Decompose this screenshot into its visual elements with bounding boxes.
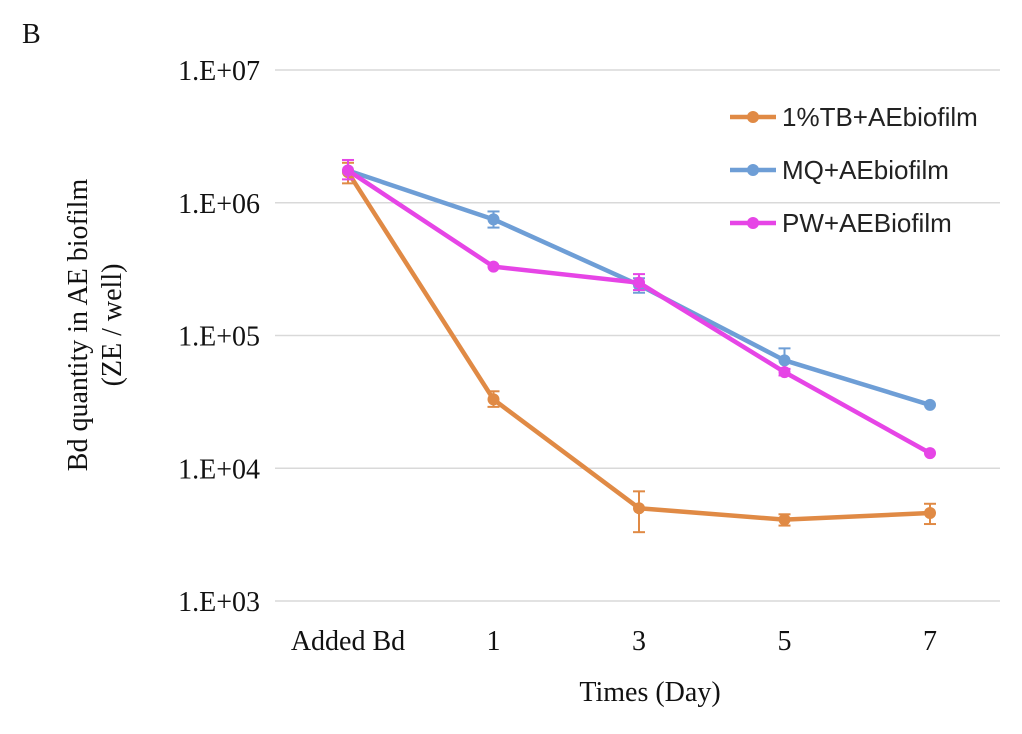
x-axis-ticks: Added Bd 1 3 5 7	[291, 626, 937, 657]
y-tick-label: 1.E+07	[178, 56, 260, 87]
legend-item: 1%TB+AEbiofilm	[730, 102, 978, 132]
data-point	[487, 213, 500, 226]
legend-swatch-marker	[747, 111, 759, 123]
x-tick-label: 1	[487, 626, 501, 657]
y-axis-ticks: 1.E+03 1.E+04 1.E+05 1.E+06 1.E+07	[178, 56, 260, 618]
x-tick-label: 5	[778, 626, 792, 657]
data-point	[924, 447, 936, 460]
x-tick-label: Added Bd	[291, 626, 405, 657]
legend-item: MQ+AEbiofilm	[730, 155, 949, 185]
data-point	[778, 366, 791, 379]
x-tick-label: 3	[632, 626, 646, 657]
y-tick-label: 1.E+05	[178, 322, 260, 353]
legend-label: PW+AEBiofilm	[782, 208, 952, 238]
data-point	[924, 398, 936, 411]
data-point	[633, 502, 645, 515]
legend-label: MQ+AEbiofilm	[782, 155, 949, 185]
series	[342, 158, 936, 534]
y-tick-label: 1.E+04	[178, 454, 260, 485]
data-point	[924, 507, 936, 520]
series-3	[342, 158, 936, 460]
legend-label: 1%TB+AEbiofilm	[782, 102, 978, 132]
x-axis-label: Times (Day)	[579, 677, 720, 708]
data-point	[342, 164, 354, 177]
data-point	[487, 260, 500, 273]
legend-swatch-marker	[747, 217, 759, 229]
y-axis-label-line-1: Bd quantity in AE biofilm	[63, 179, 94, 472]
x-tick-label: 7	[923, 626, 937, 657]
panel-label: B	[22, 19, 41, 50]
data-point	[487, 393, 500, 406]
legend: 1%TB+AEbiofilm MQ+AEbiofilm PW+AEBiofilm	[730, 102, 978, 238]
gridlines	[275, 69, 1000, 602]
y-tick-label: 1.E+03	[178, 587, 260, 618]
y-tick-label: 1.E+06	[178, 189, 260, 220]
data-point	[778, 354, 791, 367]
y-axis-label-line-2: (ZE / well)	[97, 264, 128, 387]
legend-swatch-marker	[747, 164, 759, 176]
data-point	[633, 276, 645, 289]
legend-item: PW+AEBiofilm	[730, 208, 952, 238]
data-point	[778, 513, 791, 526]
